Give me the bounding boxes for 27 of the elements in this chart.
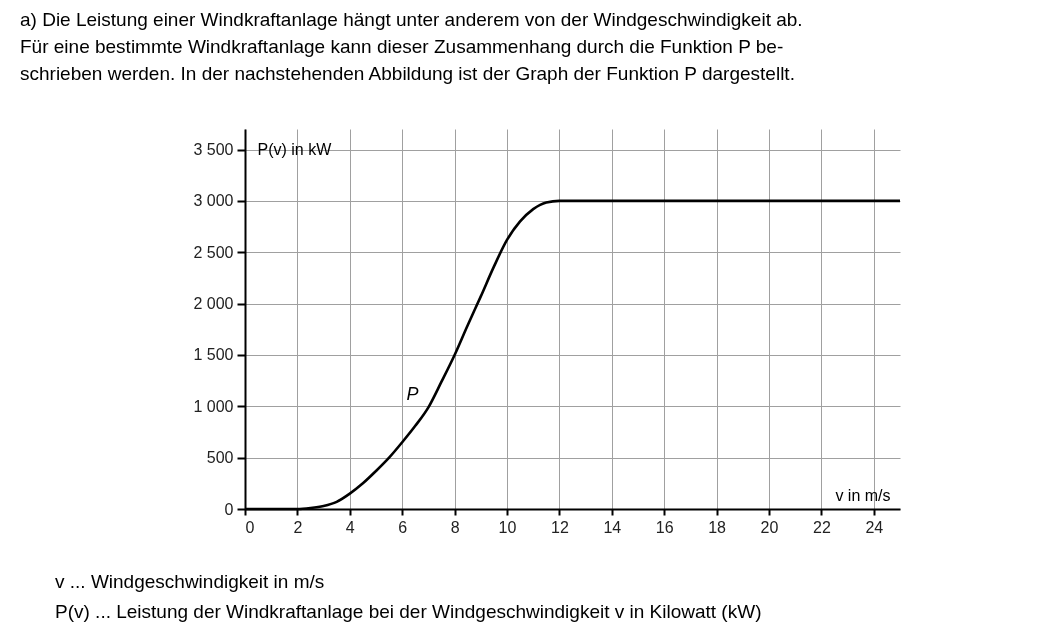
x-tick-label: 10 xyxy=(498,518,517,536)
y-tick-label: 1 500 xyxy=(193,346,234,364)
text: P(v) ... Leistung der Windkraftanlage bei der Windgeschwindigkeit v in Kilowatt (kW) xyxy=(55,601,762,622)
x-tick-label: 24 xyxy=(865,518,884,536)
text: v ... Windgeschwindigkeit in m/s xyxy=(55,571,325,592)
y-tick-label: 2 500 xyxy=(193,243,234,261)
series-label: P xyxy=(406,384,419,405)
x-tick-label: 18 xyxy=(708,518,727,536)
y-axis-title: P(v) in kW xyxy=(257,141,333,159)
x-tick-label: 6 xyxy=(398,518,408,536)
x-tick-label: 22 xyxy=(813,518,831,536)
y-tick-label: 3 500 xyxy=(193,141,234,159)
x-tick-label: 12 xyxy=(551,518,569,536)
x-tick-label: 4 xyxy=(345,518,355,536)
x-tick-label: 8 xyxy=(450,518,460,536)
x-tick-label: 16 xyxy=(655,518,674,536)
x-tick-label: 2 xyxy=(293,518,303,536)
x-axis-title: v in m/s xyxy=(835,486,891,504)
y-tick-label: 500 xyxy=(206,449,234,467)
x-tick-label: 20 xyxy=(760,518,779,536)
y-tick-label: 3 000 xyxy=(193,192,234,210)
y-tick-label: 2 000 xyxy=(193,295,234,313)
y-tick-label: 0 xyxy=(224,500,234,518)
y-tick-label: 1 000 xyxy=(193,397,234,415)
x-tick-label: 0 xyxy=(245,518,255,536)
x-tick-label: 14 xyxy=(603,518,622,536)
chart-title: a) Die Leistung einer Windkraftanlage hängt unter anderem von der Windgeschwindigkeit ab. Für eine bestimmte Windkraftanlage kann dieser Zusammenhang durch die Funktion P be- schrieben werden. In der nachstehenden Abbildung ist der Graph der Funktion P dargestellt. xyxy=(20,9,803,84)
